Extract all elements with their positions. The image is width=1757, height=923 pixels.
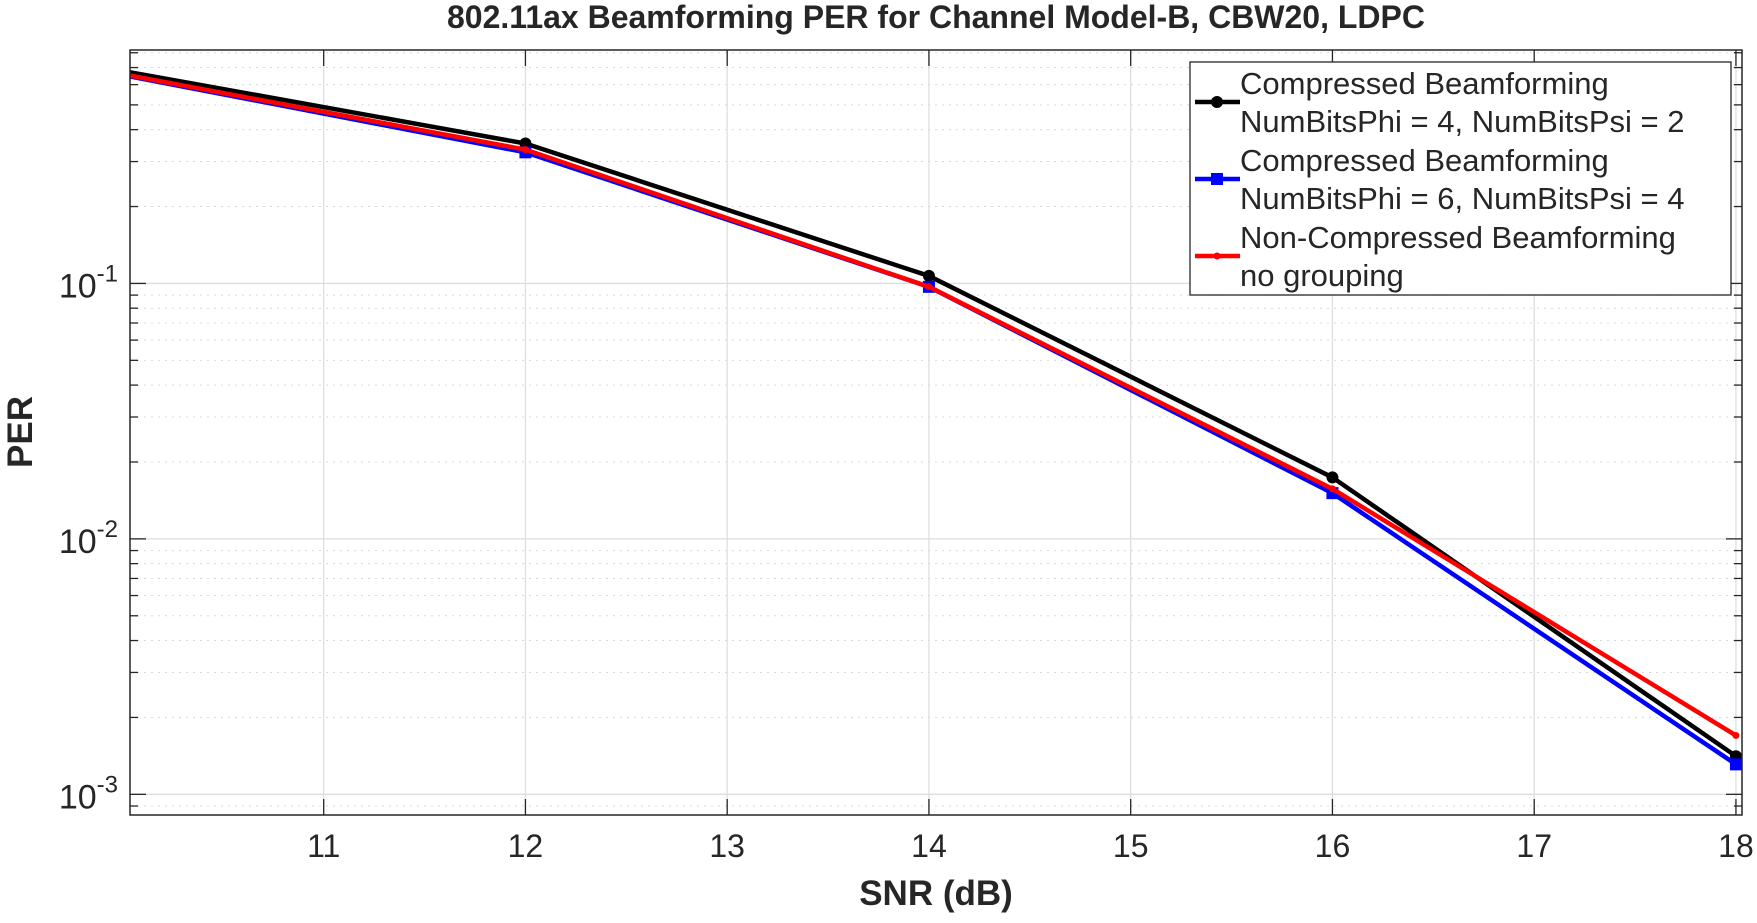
legend-entry-text: Non-Compressed Beamforming — [1240, 220, 1676, 255]
x-tick-label: 16 — [1315, 828, 1351, 864]
y-tick-label: 10-2 — [59, 516, 118, 561]
y-axis-label: PER — [1, 396, 40, 468]
data-point-series-2 — [1729, 758, 1742, 771]
data-point-series-3 — [925, 283, 933, 291]
data-point-series-1 — [116, 65, 128, 77]
data-point-series-3 — [118, 71, 125, 78]
legend-box — [1189, 61, 1732, 296]
legend-entry-text: Compressed Beamforming — [1240, 66, 1609, 101]
data-point-series-1 — [1326, 471, 1339, 484]
chart-title: 802.11ax Beamforming PER for Channel Mod… — [447, 0, 1425, 35]
x-tick-label: 12 — [508, 828, 544, 864]
x-tick-label: 15 — [1113, 828, 1149, 864]
data-point-series-3 — [1732, 731, 1740, 739]
legend-entry-text: Compressed Beamforming — [1240, 143, 1609, 178]
legend-swatch-marker — [1211, 96, 1223, 108]
legend-swatch-marker — [1211, 173, 1223, 185]
legend-entry-text: NumBitsPhi = 6, NumBitsPsi = 4 — [1240, 181, 1685, 216]
x-tick-label: 18 — [1718, 828, 1754, 864]
legend-entry-text: NumBitsPhi = 4, NumBitsPsi = 2 — [1240, 104, 1685, 139]
data-point-series-3 — [521, 146, 529, 154]
data-point-series-2 — [116, 69, 128, 81]
x-tick-label: 14 — [911, 828, 947, 864]
x-tick-label: 11 — [307, 828, 340, 864]
legend-entry-text: no grouping — [1240, 258, 1404, 293]
y-tick-label: 10-3 — [59, 771, 118, 816]
series-group — [116, 65, 1742, 771]
plot-area — [116, 65, 1742, 771]
axes-box — [129, 49, 1743, 816]
legend-swatch-marker — [1213, 252, 1221, 260]
data-point-series-3 — [1328, 485, 1336, 493]
data-point-series-1 — [922, 269, 935, 282]
axes: 11 12 13 14 15 16 17 18 10-1 10-2 10-3 — [59, 49, 1754, 864]
y-tick-label: 10-1 — [59, 260, 118, 305]
x-tick-label: 13 — [709, 828, 745, 864]
x-axis-label: SNR (dB) — [859, 874, 1013, 913]
x-tick-label: 17 — [1516, 828, 1552, 864]
